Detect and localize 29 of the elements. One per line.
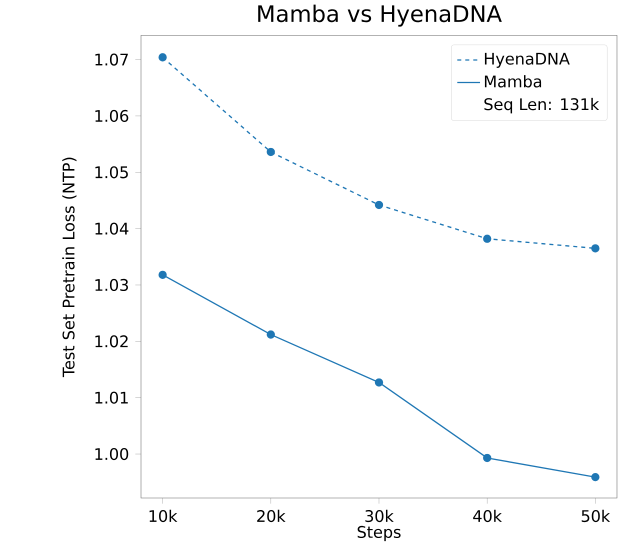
x-tick-label: 20k (257, 510, 286, 522)
y-tick-label: 1.07 (95, 54, 128, 66)
y-tick-label: 1.02 (95, 335, 128, 348)
x-tick-label: 40k (473, 510, 502, 522)
x-axis-title: Steps (358, 526, 401, 542)
point (374, 200, 384, 210)
y-tick-label: 1.05 (95, 166, 128, 178)
point (483, 454, 492, 462)
chart-title: Mamba vs HyenaDNA (258, 4, 502, 27)
point (591, 473, 600, 482)
point (591, 244, 600, 252)
annotation: Seq Len: 131k (484, 98, 600, 114)
y-tick-label: 1.03 (95, 278, 128, 292)
x-tick-label: 10k (150, 510, 178, 522)
x-tick-label: 30k (365, 510, 394, 522)
legend-label: HyenaDNA (484, 52, 570, 68)
legend-label: Mamba (484, 75, 542, 88)
y-tick-label: 1.04 (95, 222, 128, 235)
y-tick-label: 1.00 (95, 448, 128, 460)
point (483, 234, 492, 243)
point (158, 270, 167, 279)
y-tick-label: 1.01 (95, 392, 128, 404)
point (266, 330, 275, 339)
point (158, 53, 167, 62)
y-tick-label: 1.06 (95, 110, 128, 122)
y-axis-title: Test Set Pretrain Loss (NTP) (62, 158, 76, 378)
point (266, 148, 275, 156)
point (374, 378, 384, 387)
x-tick-label: 50k (582, 510, 610, 522)
